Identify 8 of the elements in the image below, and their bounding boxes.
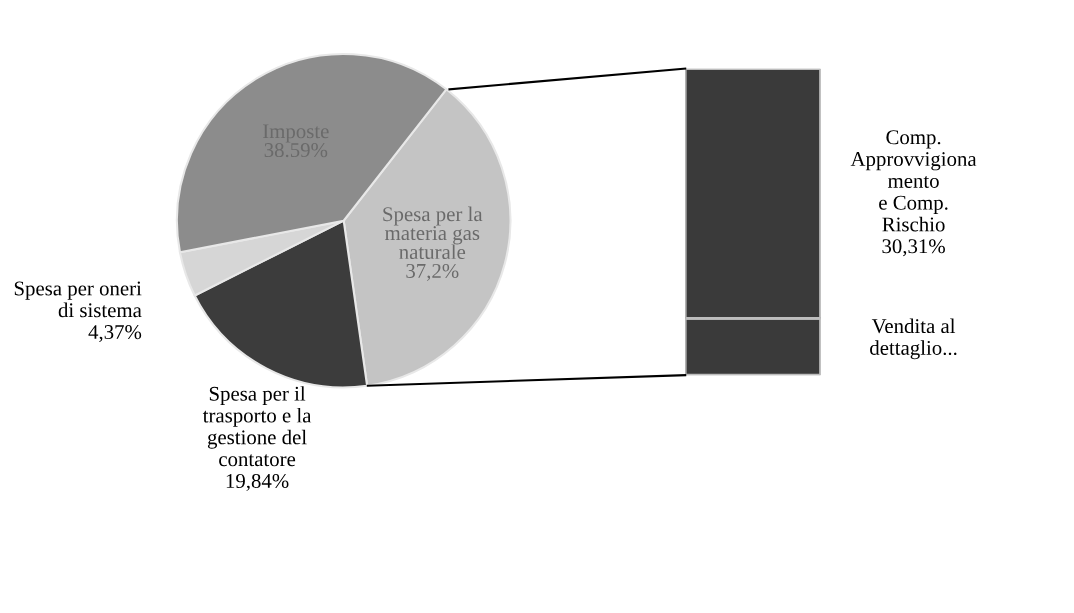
data-label: 19,84%	[226, 473, 289, 491]
data-label: 4,37%	[88, 325, 142, 343]
slice-label: Spesa per la materia gas naturale	[383, 206, 483, 260]
text: Vendita al dettaglio...	[870, 318, 957, 360]
data-label: 37,2%	[406, 263, 459, 281]
slice-label: Spesa per oneri di sistema	[14, 281, 142, 318]
series-label: Comp. Approvvigiona mento e Comp. Rischio 30,31%	[850, 130, 977, 257]
slice-label: Spesa per il trasporto e la gestione del contatore	[202, 386, 312, 467]
